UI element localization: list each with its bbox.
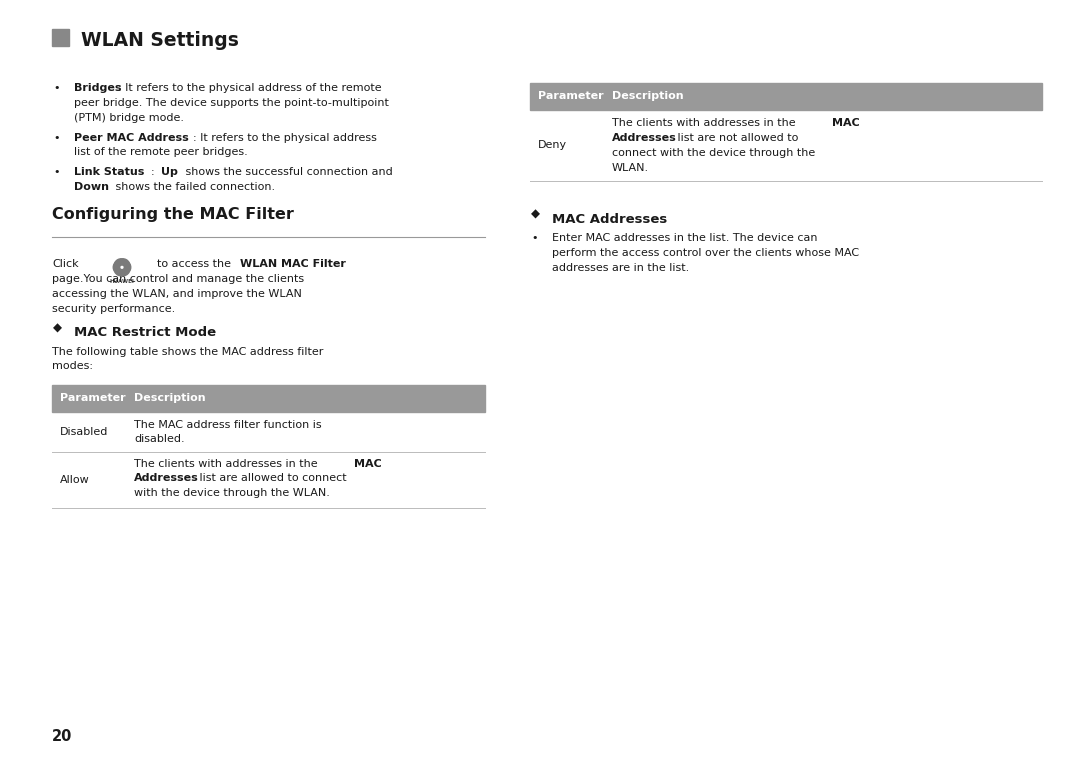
Text: MAC: MAC [354,459,381,469]
Text: •: • [531,233,538,244]
Text: WLAN.: WLAN. [612,163,649,173]
Text: Parameter: Parameter [60,394,125,404]
Text: Deny: Deny [538,140,567,150]
Ellipse shape [114,268,124,276]
Bar [52,385,485,411]
Ellipse shape [120,259,130,267]
Text: to access the: to access the [157,260,234,270]
Text: : It refers to the physical address: : It refers to the physical address [193,133,377,142]
Text: security performance.: security performance. [52,304,175,314]
Text: addresses are in the list.: addresses are in the list. [552,263,689,273]
Text: Addresses: Addresses [612,133,677,143]
Text: The following table shows the MAC address filter: The following table shows the MAC addres… [52,347,323,357]
Ellipse shape [124,262,131,273]
Text: accessing the WLAN, and improve the WLAN: accessing the WLAN, and improve the WLAN [52,289,302,299]
Text: Bridges: Bridges [75,83,121,93]
Text: The MAC address filter function is: The MAC address filter function is [134,420,322,430]
Text: The clients with addresses in the: The clients with addresses in the [134,459,321,469]
Text: Description: Description [134,394,205,404]
Text: Parameter: Parameter [538,91,604,101]
Text: MAC: MAC [832,119,860,129]
Text: MAC Addresses: MAC Addresses [552,212,667,225]
Text: Configuring the MAC Filter: Configuring the MAC Filter [52,208,294,222]
Text: Peer MAC Address: Peer MAC Address [75,133,189,142]
Text: peer bridge. The device supports the point-to-multipoint: peer bridge. The device supports the poi… [75,98,389,108]
Ellipse shape [113,262,120,273]
Text: Click: Click [52,260,79,270]
Text: list of the remote peer bridges.: list of the remote peer bridges. [75,147,247,157]
Bar [52,29,69,46]
Text: :: : [151,167,158,178]
Text: Disabled: Disabled [60,427,108,437]
Text: The clients with addresses in the: The clients with addresses in the [612,119,799,129]
Text: 20: 20 [52,729,72,744]
Text: page.You can control and manage the clients: page.You can control and manage the clie… [52,274,305,284]
Text: (PTM) bridge mode.: (PTM) bridge mode. [75,113,184,123]
Text: HUAWEI: HUAWEI [109,279,134,284]
Text: WLAN MAC Filter: WLAN MAC Filter [240,260,346,270]
Text: modes:: modes: [52,362,93,372]
Text: •: • [53,133,59,142]
Text: MAC Restrict Mode: MAC Restrict Mode [75,326,216,339]
Text: ◆: ◆ [53,322,62,335]
Text: disabled.: disabled. [134,434,185,444]
Text: Allow: Allow [60,475,90,485]
Text: Enter MAC addresses in the list. The device can: Enter MAC addresses in the list. The dev… [552,233,818,244]
Text: connect with the device through the: connect with the device through the [612,148,815,158]
Bar [530,83,1042,110]
Text: list are allowed to connect: list are allowed to connect [195,473,347,483]
Text: shows the failed connection.: shows the failed connection. [112,182,275,192]
Text: list are not allowed to: list are not allowed to [674,133,798,143]
Text: ◆: ◆ [531,208,540,221]
Text: perform the access control over the clients whose MAC: perform the access control over the clie… [552,248,859,258]
Ellipse shape [120,268,130,276]
Text: Link Status: Link Status [75,167,145,178]
Text: Addresses: Addresses [134,473,199,483]
Text: •: • [53,167,59,178]
Text: WLAN Settings: WLAN Settings [81,31,239,50]
Text: with the device through the WLAN.: with the device through the WLAN. [134,488,329,498]
Text: Description: Description [612,91,684,101]
Text: shows the successful connection and: shows the successful connection and [183,167,393,178]
Text: Down: Down [75,182,109,192]
Text: Up: Up [161,167,178,178]
Text: : It refers to the physical address of the remote: : It refers to the physical address of t… [119,83,382,93]
Text: •: • [53,83,59,93]
Ellipse shape [114,259,124,267]
